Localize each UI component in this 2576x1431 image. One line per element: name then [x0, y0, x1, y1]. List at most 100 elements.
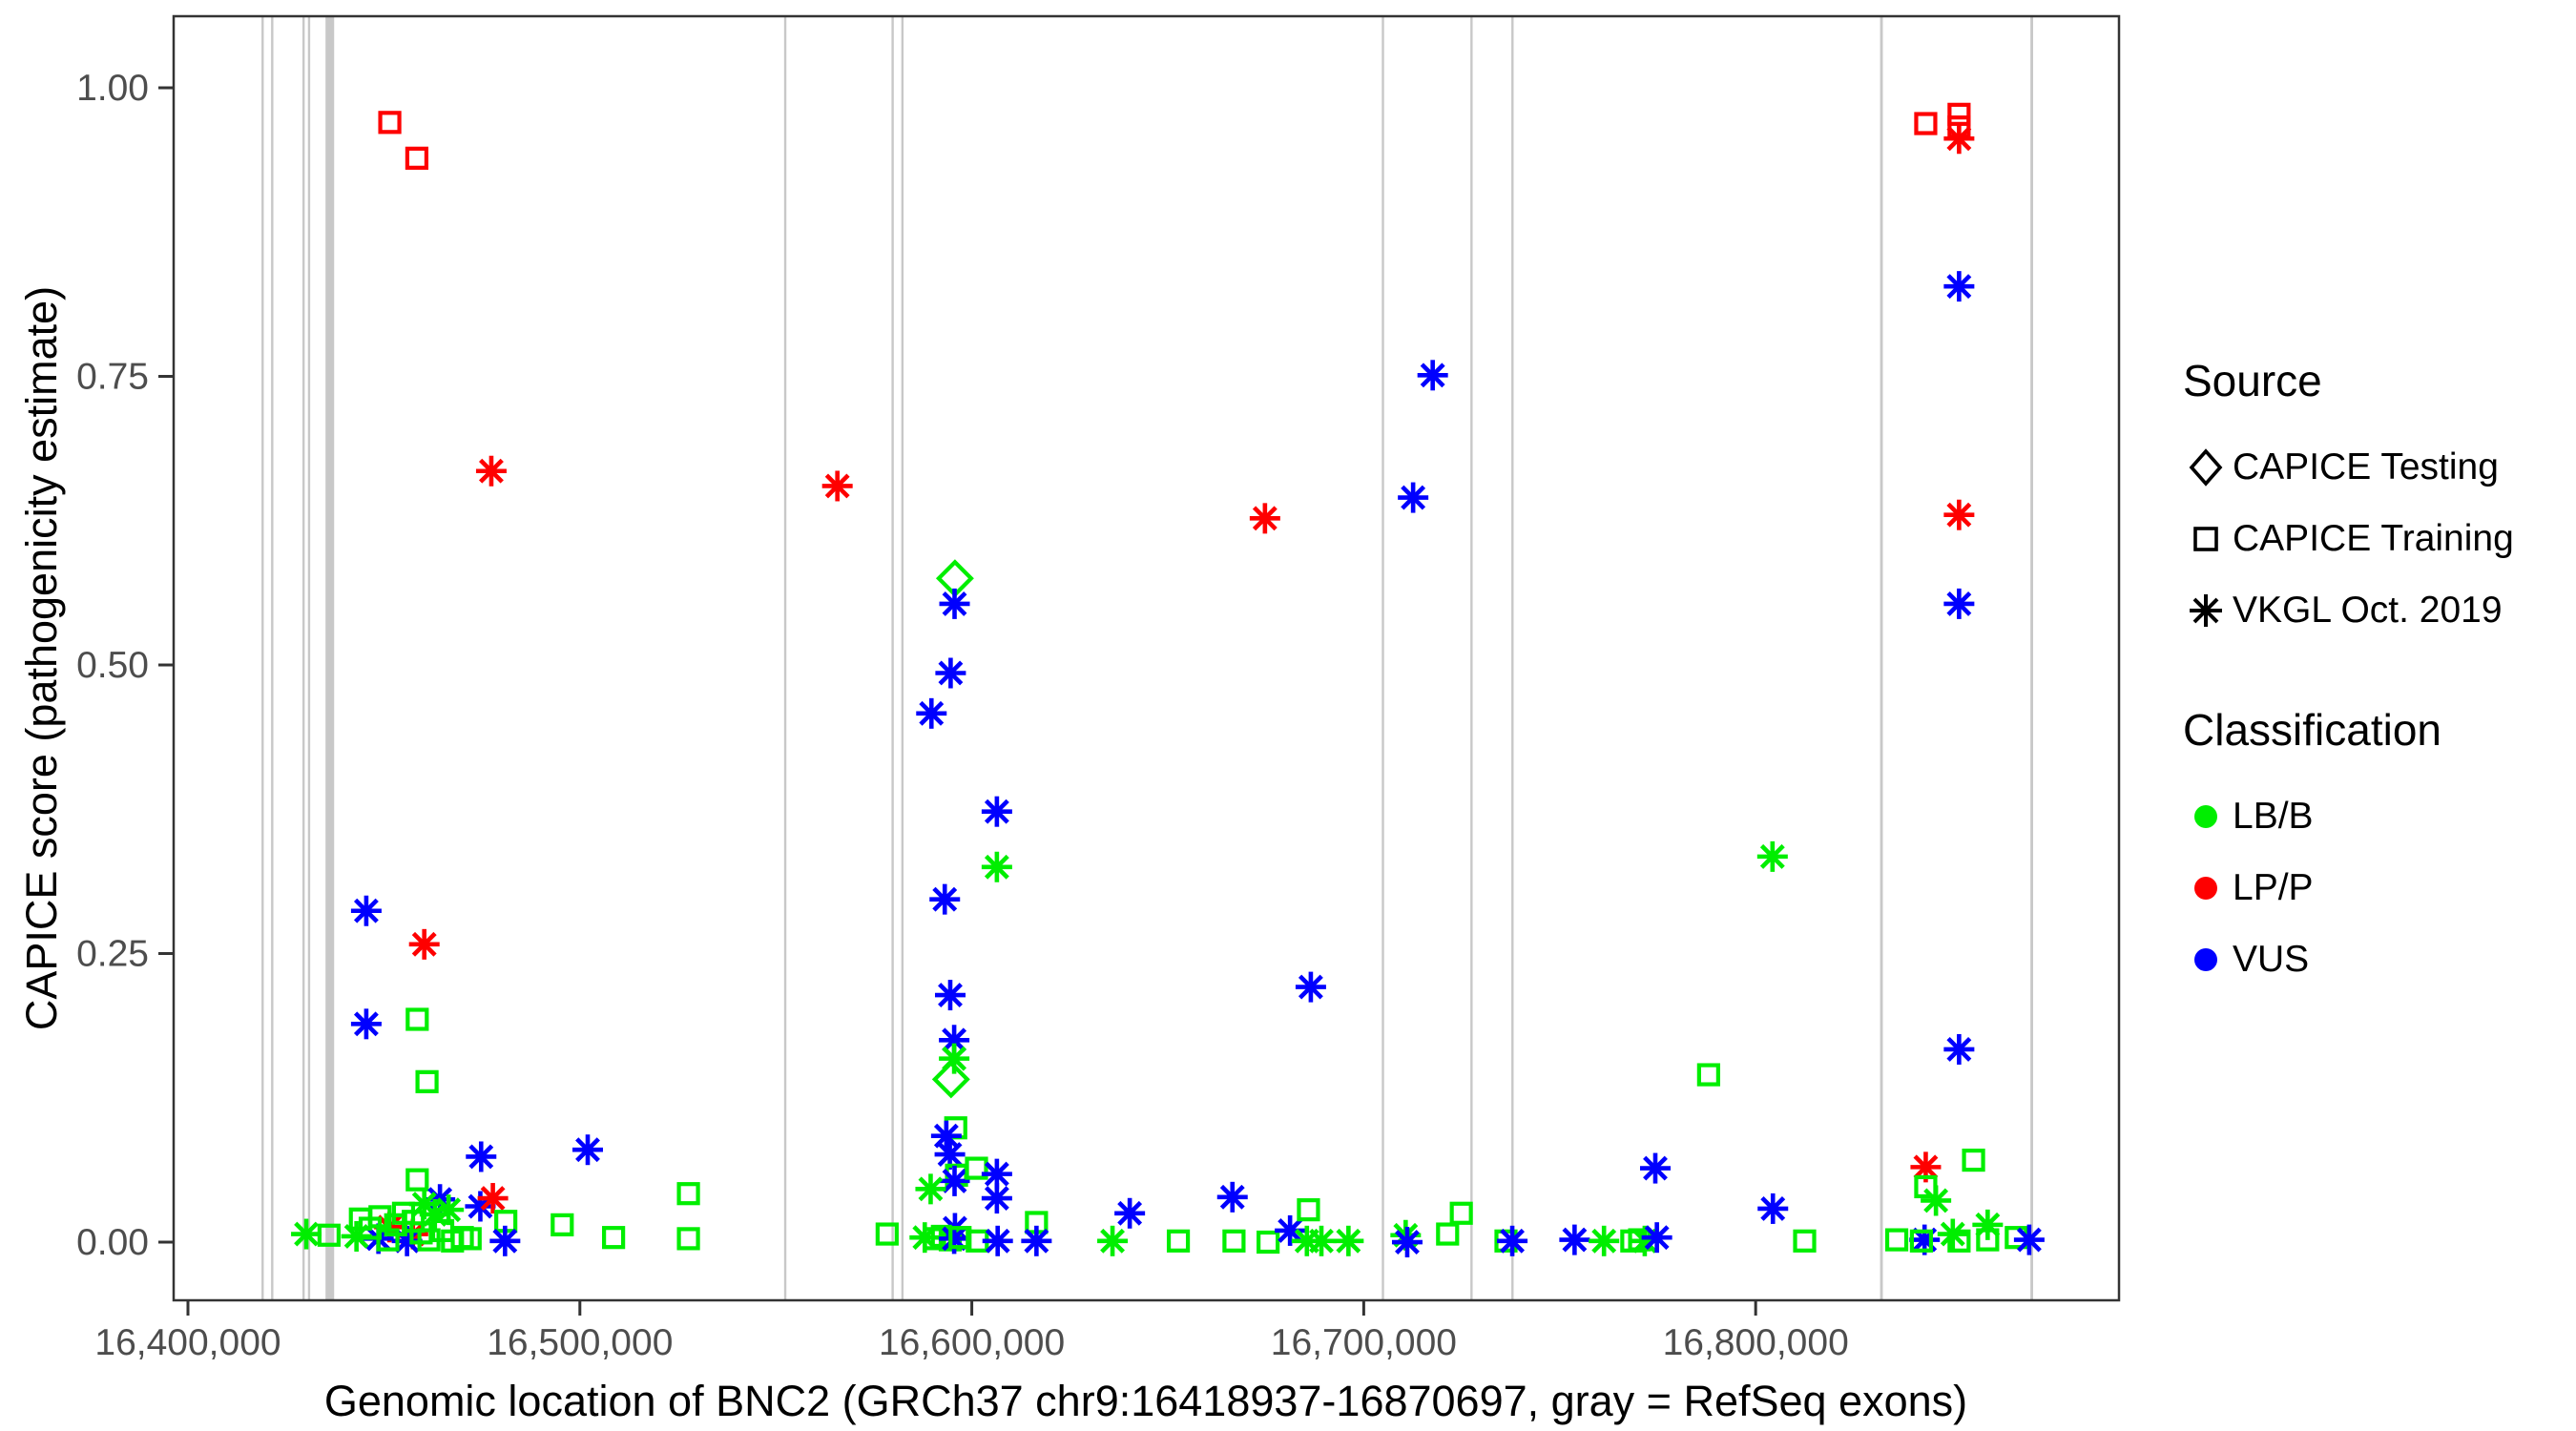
- y-tick-label: 0.00: [76, 1222, 149, 1263]
- exon-band: [307, 16, 311, 1300]
- x-axis-title: Genomic location of BNC2 (GRCh37 chr9:16…: [323, 1377, 1968, 1425]
- exon-band: [271, 16, 274, 1300]
- data-point-square: [1166, 1229, 1191, 1253]
- data-point-asterisk: [981, 796, 1012, 827]
- data-point-asterisk: [1398, 482, 1429, 513]
- data-point-asterisk: [981, 1158, 1012, 1190]
- exon-band: [2030, 16, 2034, 1300]
- legend-item-lpp: LP/P: [2183, 852, 2574, 923]
- data-point-asterisk: [1275, 1214, 1306, 1246]
- data-point-asterisk: [477, 1183, 509, 1214]
- data-point-asterisk: [350, 1008, 382, 1040]
- legend-item-capice-testing: CAPICE Testing: [2183, 431, 2574, 503]
- data-point-square: [1947, 102, 1971, 126]
- legend-classification-title: Classification: [2183, 705, 2441, 755]
- panel-border: [172, 14, 2121, 1302]
- data-point-square: [1947, 1229, 1971, 1253]
- data-point-asterisk: [2013, 1224, 2045, 1255]
- data-point-square: [1909, 1229, 1934, 1253]
- data-point-square: [602, 1226, 626, 1250]
- legend-label: LP/P: [2233, 866, 2314, 908]
- data-point-asterisk: [350, 895, 382, 926]
- exon-band: [1381, 16, 1384, 1300]
- exon-band: [1511, 16, 1514, 1300]
- data-point-square: [1436, 1222, 1460, 1246]
- data-point-asterisk: [572, 1134, 604, 1166]
- data-point-square: [405, 146, 429, 170]
- data-point-asterisk: [408, 928, 440, 960]
- x-tick-label: 16,700,000: [1271, 1322, 1457, 1363]
- exon-band: [1470, 16, 1473, 1300]
- legend-classification: Classification LB/B LP/P VUS: [2183, 704, 2574, 995]
- data-point-asterisk: [1943, 588, 1975, 619]
- data-point-square: [1976, 1228, 2000, 1252]
- legend-label: CAPICE Training: [2233, 517, 2514, 559]
- data-point-asterisk: [1943, 123, 1975, 155]
- exon-band: [891, 16, 894, 1300]
- data-point-asterisk: [981, 1183, 1012, 1214]
- data-point-asterisk: [1757, 1192, 1789, 1224]
- data-point-square: [1222, 1229, 1246, 1253]
- data-point-asterisk: [1943, 499, 1975, 530]
- data-point-square: [676, 1227, 700, 1251]
- data-point-square: [1449, 1201, 1473, 1225]
- data-point-diamond: [931, 1060, 970, 1099]
- data-point-square: [317, 1223, 341, 1247]
- green-dot-icon: [2183, 794, 2233, 840]
- exon-band: [261, 16, 264, 1300]
- data-point-square: [1297, 1198, 1320, 1222]
- data-point-asterisk: [475, 455, 507, 487]
- data-point-square: [415, 1069, 439, 1093]
- legend-label: VKGL Oct. 2019: [2233, 589, 2503, 631]
- data-point-asterisk: [1249, 503, 1280, 534]
- data-point-square: [1793, 1229, 1817, 1253]
- data-point-asterisk: [981, 851, 1012, 882]
- data-point-asterisk: [466, 1141, 497, 1172]
- data-point-asterisk: [1559, 1224, 1590, 1255]
- x-tick-label: 16,800,000: [1663, 1322, 1849, 1363]
- data-point-asterisk: [1943, 271, 1975, 302]
- x-tick-label: 16,500,000: [487, 1322, 673, 1363]
- data-point-square: [1884, 1228, 1909, 1252]
- exon-band: [301, 16, 305, 1300]
- data-point-square: [405, 1168, 429, 1192]
- y-tick-label: 0.50: [76, 645, 149, 686]
- data-point-asterisk: [1295, 971, 1326, 1003]
- data-point-asterisk: [1306, 1225, 1338, 1256]
- legend-source: Source CAPICE Testing CAPICE Training: [2183, 355, 2574, 646]
- data-point-asterisk: [433, 1194, 465, 1226]
- data-point-asterisk: [939, 588, 970, 619]
- data-point-asterisk: [929, 883, 961, 915]
- data-point-asterisk: [1097, 1225, 1129, 1256]
- data-point-asterisk: [1640, 1152, 1672, 1184]
- data-point-square: [1914, 112, 1938, 135]
- diamond-icon: [2183, 445, 2233, 490]
- x-tick-label: 16,400,000: [94, 1322, 280, 1363]
- legend-item-vus: VUS: [2183, 923, 2574, 995]
- data-point-asterisk: [821, 470, 853, 502]
- data-point-asterisk: [1216, 1181, 1248, 1213]
- data-point-asterisk: [930, 1120, 962, 1151]
- y-tick-label: 0.25: [76, 934, 149, 975]
- y-tick-label: 0.75: [76, 357, 149, 398]
- red-dot-icon: [2183, 865, 2233, 911]
- data-point-asterisk: [939, 1165, 970, 1196]
- exon-band: [325, 16, 335, 1300]
- data-point-asterisk: [1589, 1225, 1620, 1256]
- exon-band: [783, 16, 787, 1300]
- legend-label: CAPICE Testing: [2233, 446, 2499, 487]
- data-point-asterisk: [1756, 840, 1788, 872]
- data-point-asterisk: [1497, 1225, 1528, 1256]
- data-point-asterisk: [341, 1220, 372, 1252]
- legend-item-capice-training: CAPICE Training: [2183, 503, 2574, 574]
- data-point-asterisk: [982, 1225, 1013, 1256]
- data-point-asterisk: [1391, 1227, 1423, 1258]
- legend-label: VUS: [2233, 938, 2310, 980]
- data-point-square: [965, 1156, 988, 1180]
- data-point-square: [441, 1229, 465, 1253]
- legend-item-vkgl: VKGL Oct. 2019: [2183, 574, 2574, 646]
- data-point-square: [551, 1213, 574, 1236]
- data-point-asterisk: [1641, 1222, 1672, 1254]
